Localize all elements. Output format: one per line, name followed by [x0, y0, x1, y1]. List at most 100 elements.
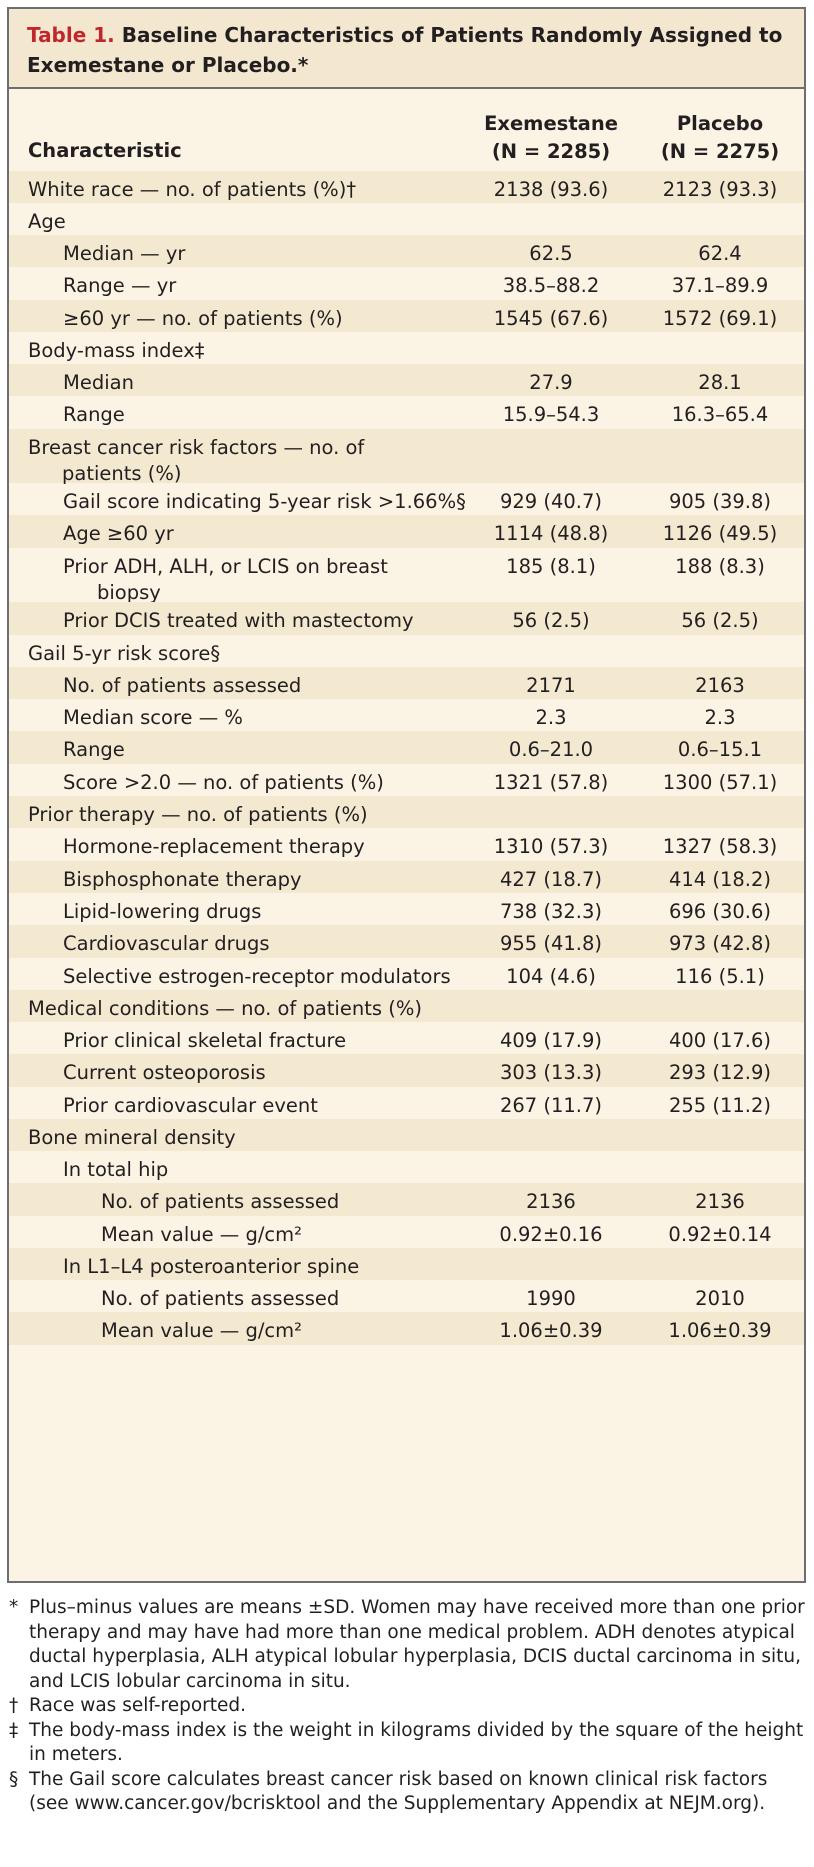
column-header-characteristic: Characteristic	[28, 139, 182, 162]
row-label: Prior clinical skeletal fracture	[63, 1028, 493, 1054]
table-row: Prior DCIS treated with mastectomy 56 (2.…	[9, 602, 804, 635]
cell-exemestane: 303 (13.3)	[499, 1061, 603, 1084]
table-row: Cardiovascular drugs 955 (41.8) 973 (42.8)	[9, 925, 804, 958]
row-label-text: Median — yr	[63, 242, 186, 265]
table-row: White race — no. of patients (%)† 2138 (9…	[9, 171, 804, 203]
row-label-text: No. of patients assessed	[101, 1287, 340, 1310]
row-label-text: No. of patients assessed	[63, 674, 302, 697]
cell-exemestane: 1.06±0.39	[499, 1319, 603, 1342]
row-label: Hormone-replacement therapy	[63, 834, 493, 860]
footnote: * Plus–minus values are means ±SD. Women …	[7, 1596, 807, 1694]
row-label: Age ≥60 yr	[63, 521, 493, 547]
cell-exemestane: 56 (2.5)	[512, 609, 590, 632]
row-label: Prior ADH, ALH, or LCIS on breast biopsy	[63, 554, 493, 606]
row-label-text: ≥60 yr — no. of patients (%)	[63, 307, 343, 330]
cell-placebo: 973 (42.8)	[668, 932, 772, 955]
row-label: Median — yr	[63, 241, 493, 267]
cell-placebo: 1327 (58.3)	[662, 835, 778, 858]
cell-placebo: 62.4	[698, 242, 742, 265]
table-row: Range — yr 38.5–88.2 37.1–89.9	[9, 267, 804, 300]
row-label: No. of patients assessed	[101, 1189, 531, 1215]
cell-exemestane: 1321 (57.8)	[493, 771, 609, 794]
table-row: ≥60 yr — no. of patients (%) 1545 (67.6) 1…	[9, 300, 804, 332]
row-label: In L1–L4 posteroanterior spine	[63, 1254, 493, 1280]
table-row: Prior cardiovascular event 267 (11.7) 255 …	[9, 1087, 804, 1119]
column-header-placebo: Placebo (N = 2275)	[640, 110, 800, 166]
table-row: Range 15.9–54.3 16.3–65.4	[9, 396, 804, 429]
cell-placebo: 2010	[695, 1287, 745, 1310]
cell-placebo: 37.1–89.9	[671, 274, 769, 297]
row-label-text: Gail 5-yr risk score§	[28, 642, 221, 665]
cell-exemestane: 2138 (93.6)	[493, 178, 609, 201]
row-label-text: Prior clinical skeletal fracture	[63, 1029, 347, 1052]
cell-exemestane: 2136	[526, 1190, 576, 1213]
row-label: No. of patients assessed	[63, 673, 493, 699]
table-row: Bone mineral density	[9, 1119, 804, 1151]
row-label: Range — yr	[63, 273, 493, 299]
cell-exemestane: 2171	[526, 674, 576, 697]
cell-exemestane: 0.6–21.0	[508, 738, 594, 761]
row-label: Age	[28, 209, 458, 235]
cell-placebo: 293 (12.9)	[668, 1061, 772, 1084]
cell-exemestane: 15.9–54.3	[502, 403, 600, 426]
table-row: Medical conditions — no. of patients (%)	[9, 990, 804, 1022]
column-header-placebo-n: (N = 2275)	[660, 140, 780, 163]
cell-placebo: 255 (11.2)	[668, 1094, 772, 1117]
table-row: Median score — % 2.3 2.3	[9, 699, 804, 731]
cell-placebo: 1.06±0.39	[668, 1319, 772, 1342]
row-label-text: Score >2.0 — no. of patients (%)	[63, 771, 384, 794]
row-label-text: Hormone-replacement therapy	[63, 835, 365, 858]
row-label-text: Age ≥60 yr	[63, 522, 174, 545]
cell-exemestane: 1310 (57.3)	[493, 835, 609, 858]
row-label: Bisphosphonate therapy	[63, 867, 493, 893]
row-label-continuation: patients (%)	[62, 462, 182, 485]
row-label: Mean value — g/cm²	[101, 1222, 531, 1248]
column-header-placebo-name: Placebo	[676, 112, 764, 135]
column-header-exemestane-n: (N = 2285)	[491, 140, 611, 163]
table-row: Body-mass index‡	[9, 332, 804, 364]
footnote: § The Gail score calculates breast cancer…	[7, 1768, 807, 1817]
column-header-exemestane-name: Exemestane	[484, 112, 618, 135]
row-label-text: Median score — %	[63, 706, 243, 729]
row-label: Median	[63, 370, 493, 396]
table-container: Table 1. Baseline Characteristics of Pat…	[7, 7, 806, 1583]
footnote-text: The body-mass index is the weight in kil…	[29, 1719, 804, 1766]
table-row: In L1–L4 posteroanterior spine	[9, 1248, 804, 1280]
row-label-text: Prior ADH, ALH, or LCIS on breast	[63, 555, 388, 578]
cell-placebo: 2136	[695, 1190, 745, 1213]
table-row: In total hip	[9, 1151, 804, 1183]
cell-exemestane: 185 (8.1)	[506, 555, 596, 578]
table-row: Hormone-replacement therapy 1310 (57.3) 13…	[9, 828, 804, 861]
cell-placebo: 56 (2.5)	[681, 609, 759, 632]
footnote: † Race was self-reported.	[7, 1694, 807, 1719]
cell-placebo: 696 (30.6)	[668, 900, 772, 923]
row-label: Bone mineral density	[28, 1125, 458, 1151]
cell-placebo: 2.3	[704, 706, 736, 729]
table-row: Range 0.6–21.0 0.6–15.1	[9, 731, 804, 764]
table-row: Lipid-lowering drugs 738 (32.3) 696 (30.6)	[9, 893, 804, 925]
row-label-text: Breast cancer risk factors — no. of	[28, 436, 365, 459]
cell-exemestane: 427 (18.7)	[499, 868, 603, 891]
row-label-text: Range — yr	[63, 274, 177, 297]
table-row: Gail 5-yr risk score§	[9, 635, 804, 667]
table-row: Prior therapy — no. of patients (%)	[9, 796, 804, 828]
table-row: No. of patients assessed 2171 2163	[9, 667, 804, 699]
table-row: Mean value — g/cm² 1.06±0.39 1.06±0.39	[9, 1312, 804, 1345]
table-row: Median — yr 62.5 62.4	[9, 235, 804, 267]
table-row: Age	[9, 203, 804, 235]
cell-placebo: 116 (5.1)	[675, 965, 765, 988]
cell-placebo: 0.6–15.1	[677, 738, 763, 761]
table-row: Score >2.0 — no. of patients (%) 1321 (57…	[9, 764, 804, 796]
row-label: Medical conditions — no. of patients (%)	[28, 996, 458, 1022]
row-label: Body-mass index‡	[28, 338, 458, 364]
row-label: ≥60 yr — no. of patients (%)	[63, 306, 493, 332]
cell-exemestane: 1990	[526, 1287, 576, 1310]
footnote-text: The Gail score calculates breast cancer …	[29, 1768, 768, 1815]
cell-placebo: 0.92±0.14	[668, 1223, 772, 1246]
row-label: Prior therapy — no. of patients (%)	[28, 802, 458, 828]
row-label-text: Median	[63, 371, 134, 394]
table-row: Age ≥60 yr 1114 (48.8) 1126 (49.5)	[9, 515, 804, 548]
cell-placebo: 905 (39.8)	[668, 490, 772, 513]
row-label: Range	[63, 737, 493, 763]
footnote-mark: §	[9, 1768, 19, 1790]
